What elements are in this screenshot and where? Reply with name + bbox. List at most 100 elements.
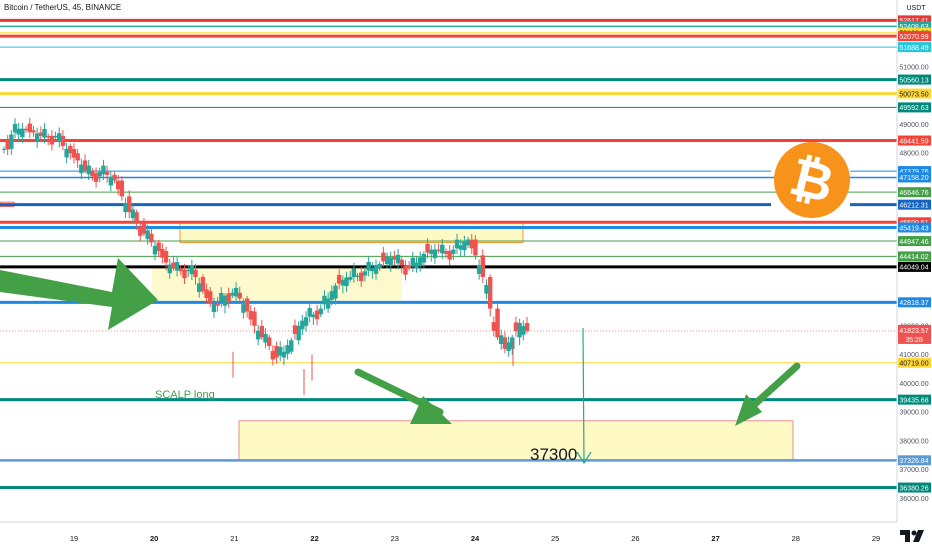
candle-body	[104, 171, 110, 175]
chart-title: Bitcoin / TetherUS, 45, BINANCE	[4, 3, 122, 12]
candle-body	[510, 337, 515, 349]
candle-body	[16, 128, 21, 135]
candle-body	[373, 265, 379, 274]
candle-body	[491, 322, 497, 331]
candle-body	[281, 351, 287, 358]
currency-label: USDT	[906, 5, 926, 12]
candle-body	[362, 271, 368, 276]
price-level-label-bg	[898, 31, 931, 42]
price-level-label: 48441.59	[899, 138, 928, 145]
candle-body	[101, 165, 106, 175]
target-price-label: 37300	[530, 445, 577, 464]
candle-body	[377, 264, 382, 269]
candle-body	[484, 285, 489, 294]
price-level-label-bg	[898, 15, 931, 26]
candle-body	[440, 244, 445, 254]
candle-body	[82, 160, 88, 171]
candle-body	[355, 275, 360, 277]
candle-body	[193, 269, 198, 277]
x-tick-label: 25	[551, 534, 559, 543]
candle-body	[20, 128, 25, 138]
price-level-label: 44947.46	[899, 239, 928, 246]
price-level-label: 46212.31	[899, 202, 928, 209]
candle-body	[425, 244, 430, 253]
candle-body	[517, 322, 522, 338]
candle-body	[185, 269, 191, 272]
candle-body	[314, 310, 320, 320]
price-level-label: 44414.02	[899, 254, 928, 261]
price-level-label-bg	[898, 88, 931, 99]
scalp-long-label: SCALP long	[155, 389, 215, 401]
candle-body	[119, 180, 125, 197]
candle-body	[134, 212, 139, 223]
bitcoin-logo-circle	[774, 142, 850, 218]
candle-body	[292, 325, 298, 334]
candle-body	[182, 269, 187, 279]
candle-body	[211, 303, 217, 313]
candle-body	[174, 261, 180, 271]
candle-body	[329, 291, 334, 300]
candle-body	[348, 276, 353, 280]
price-level-label-bg	[898, 135, 931, 146]
candle-body	[311, 314, 316, 318]
y-tick-label: 51000.00	[899, 64, 928, 71]
last-price-label: 41823.57	[899, 328, 928, 335]
target-pointer-head	[576, 451, 592, 465]
price-level-label: 49592.63	[899, 105, 928, 112]
y-tick-label: 38000.00	[899, 438, 928, 445]
candle-body	[68, 146, 73, 154]
candle-body	[381, 252, 386, 262]
candle-body	[447, 250, 452, 260]
candle-body	[432, 249, 438, 259]
candle-body	[145, 230, 150, 239]
price-level-label-bg	[898, 217, 931, 228]
candle-body	[414, 262, 419, 269]
candle-body	[130, 209, 136, 219]
candle-body	[248, 310, 253, 320]
price-level-label: 45419.43	[899, 225, 928, 232]
candle-body	[388, 257, 393, 267]
candle-body	[167, 264, 172, 274]
x-tick-label: 21	[230, 534, 238, 543]
candle-body	[487, 276, 493, 309]
candle-body	[359, 272, 364, 282]
arrow-down-right-head	[410, 396, 452, 424]
candle-body	[241, 304, 246, 313]
candle-body	[60, 135, 66, 147]
candle-body	[12, 123, 18, 133]
y-tick-label: 40000.00	[899, 381, 928, 388]
candle-body	[237, 292, 242, 299]
price-level-label: 39435.68	[899, 397, 928, 404]
candle-body	[399, 259, 404, 266]
candle-body	[97, 171, 102, 177]
price-level-label: 47379.76	[899, 169, 928, 176]
candle-body	[230, 292, 235, 296]
candle-body	[53, 135, 58, 138]
countdown-label: 35:28	[905, 337, 923, 344]
candle-body	[274, 346, 279, 358]
candle-body	[318, 308, 323, 315]
x-tick-label: 26	[631, 534, 639, 543]
x-tick-label: 23	[391, 534, 399, 543]
x-tick-label: 19	[70, 534, 78, 543]
candle-body	[502, 337, 508, 349]
candle-body	[473, 239, 478, 256]
candle-body	[266, 337, 272, 346]
candle-body	[325, 298, 331, 309]
candle-body	[149, 233, 154, 243]
candle-body	[244, 298, 250, 312]
candle-body	[197, 283, 202, 292]
bitcoin-logo-icon: ₿	[774, 142, 850, 218]
candle-body	[513, 322, 519, 332]
candle-body	[49, 135, 55, 145]
candle-body	[57, 133, 62, 142]
tradingview-logo-icon[interactable]	[898, 528, 926, 544]
last-price-label-bg	[898, 324, 931, 344]
candle-body	[524, 322, 530, 331]
price-level-label: 46646.76	[899, 190, 928, 197]
candle-body	[163, 251, 169, 263]
candle-body	[23, 128, 29, 131]
